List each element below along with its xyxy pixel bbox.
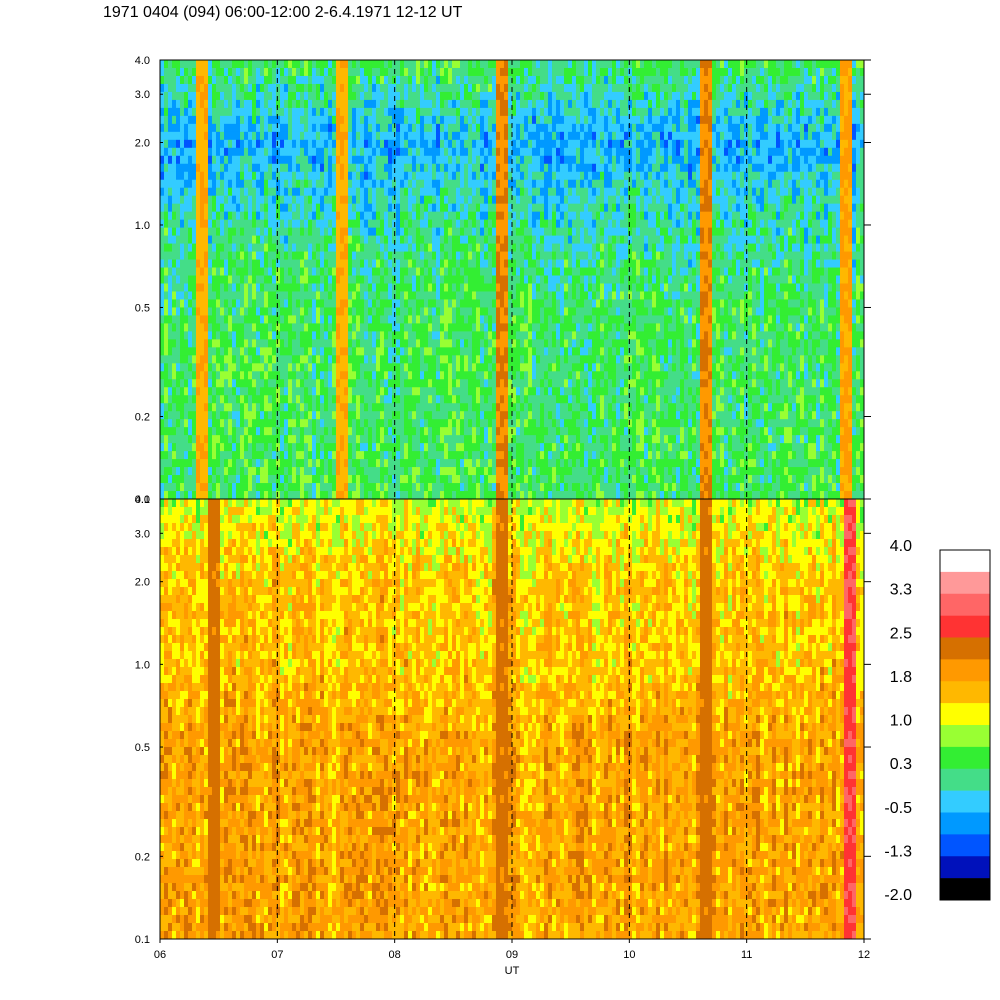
- colorbar-swatch: [940, 856, 990, 879]
- colorbar-swatch: [940, 593, 990, 616]
- y-tick-label: 1.0: [135, 659, 150, 671]
- colorbar-swatch: [940, 878, 990, 901]
- x-tick-label: 08: [389, 949, 401, 961]
- colorbar-label: 3.3: [890, 582, 912, 599]
- colorbar-swatch: [940, 637, 990, 660]
- x-tick-label: 06: [154, 949, 166, 961]
- y-tick-label: 0.1: [135, 494, 150, 506]
- y-tick-label: 0.1: [135, 934, 150, 946]
- colorbar-label: 1.0: [890, 713, 912, 730]
- colorbar-swatch: [940, 768, 990, 791]
- y-tick-label: 3.0: [135, 528, 150, 540]
- colorbar-swatch: [940, 571, 990, 595]
- y-tick-label: 0.2: [135, 851, 150, 863]
- y-tick-label: 0.2: [135, 412, 150, 424]
- y-tick-label: 0.5: [135, 742, 150, 754]
- x-axis-label: UT: [505, 965, 520, 977]
- colorbar-swatch: [940, 681, 990, 704]
- y-tick-label: 4.0: [135, 494, 150, 506]
- colorbar-swatch: [940, 725, 990, 748]
- chart-title: 1971 0404 (094) 06:00-12:00 2-6.4.1971 1…: [103, 4, 463, 21]
- x-tick-label: 09: [506, 949, 518, 961]
- colorbar-label: 4.0: [890, 538, 912, 555]
- x-tick-label: 12: [858, 949, 870, 961]
- spectrogram-panel-upper: [160, 60, 865, 500]
- colorbar-swatch: [940, 834, 990, 857]
- y-tick-label: 4.0: [135, 55, 150, 67]
- colorbar-frame: [939, 549, 991, 901]
- y-tick-label: 2.0: [135, 577, 150, 589]
- colorbar-swatch: [940, 703, 990, 726]
- colorbar-label: 2.5: [890, 625, 912, 642]
- spectrogram-panel-lower: [160, 499, 865, 940]
- colorbar-label: 0.3: [890, 756, 912, 773]
- y-tick-label: 3.0: [135, 89, 150, 101]
- y-tick-label: 1.0: [135, 220, 150, 232]
- colorbar-label: -0.5: [884, 800, 912, 817]
- colorbar-swatch: [940, 746, 990, 770]
- colorbar-swatch: [940, 790, 990, 813]
- colorbar-swatch: [940, 615, 990, 638]
- colorbar-swatch: [940, 812, 990, 835]
- x-tick-label: 07: [271, 949, 283, 961]
- colorbar-label: -2.0: [884, 887, 912, 904]
- colorbar-swatch: [940, 550, 990, 573]
- y-tick-label: 2.0: [135, 137, 150, 149]
- y-tick-label: 0.5: [135, 302, 150, 314]
- colorbar-label: 1.8: [890, 669, 912, 686]
- x-tick-label: 10: [623, 949, 635, 961]
- colorbar-swatch: [940, 659, 990, 682]
- colorbar-label: -1.3: [884, 843, 912, 860]
- x-tick-label: 11: [741, 949, 752, 961]
